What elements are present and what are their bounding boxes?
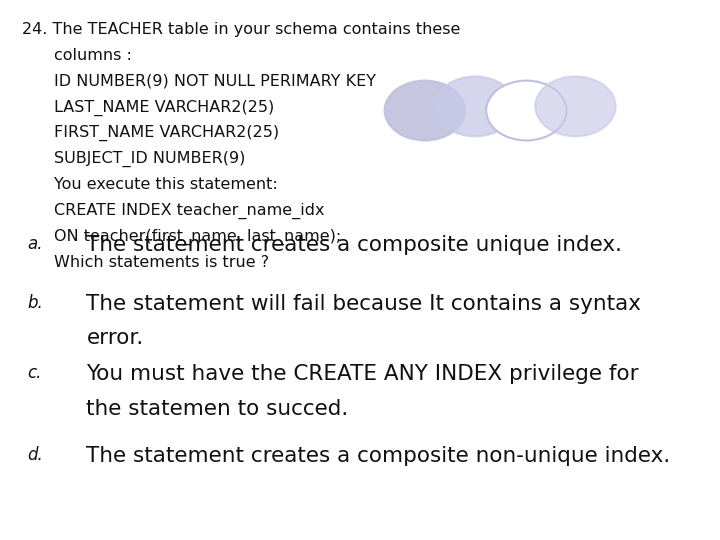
Text: ON teacher(first_name, last_name);: ON teacher(first_name, last_name); [54, 229, 341, 245]
Text: The statement creates a composite unique index.: The statement creates a composite unique… [86, 235, 622, 255]
Text: a.: a. [27, 235, 43, 253]
Text: ID NUMBER(9) NOT NULL PERIMARY KEY: ID NUMBER(9) NOT NULL PERIMARY KEY [54, 73, 376, 89]
Circle shape [384, 80, 465, 140]
Circle shape [486, 80, 567, 140]
Text: Which statements is true ?: Which statements is true ? [54, 255, 269, 270]
Text: 24. The TEACHER table in your schema contains these: 24. The TEACHER table in your schema con… [22, 22, 460, 37]
Text: You execute this statement:: You execute this statement: [54, 177, 278, 192]
Text: You must have the CREATE ANY INDEX privilege for: You must have the CREATE ANY INDEX privi… [86, 364, 639, 384]
Text: error.: error. [86, 328, 144, 348]
Text: SUBJECT_ID NUMBER(9): SUBJECT_ID NUMBER(9) [54, 151, 246, 167]
Circle shape [535, 77, 616, 136]
Text: CREATE INDEX teacher_name_idx: CREATE INDEX teacher_name_idx [54, 203, 325, 219]
Text: The statement creates a composite non-unique index.: The statement creates a composite non-un… [86, 446, 670, 465]
Circle shape [435, 77, 516, 136]
Text: c.: c. [27, 364, 42, 382]
Text: the statemen to succed.: the statemen to succed. [86, 399, 348, 418]
Text: d.: d. [27, 446, 43, 463]
Text: FIRST_NAME VARCHAR2(25): FIRST_NAME VARCHAR2(25) [54, 125, 279, 141]
Text: The statement will fail because It contains a syntax: The statement will fail because It conta… [86, 294, 642, 314]
Text: columns :: columns : [54, 48, 132, 63]
Text: b.: b. [27, 294, 43, 312]
Text: LAST_NAME VARCHAR2(25): LAST_NAME VARCHAR2(25) [54, 99, 274, 116]
